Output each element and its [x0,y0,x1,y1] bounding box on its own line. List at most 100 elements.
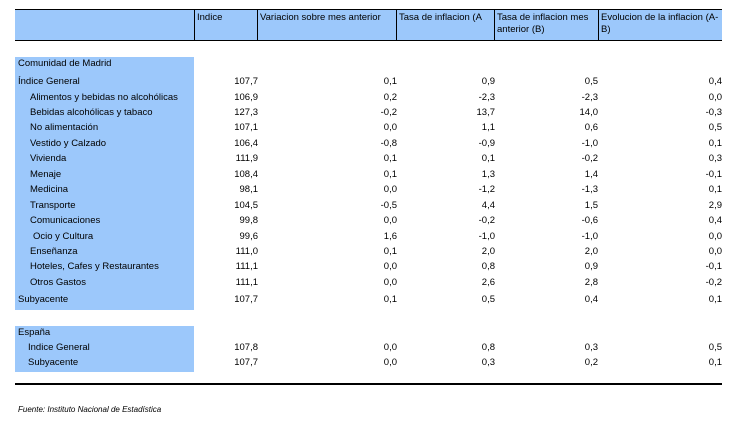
table-cell: 98,1 [239,184,259,196]
table-cell: 1,5 [584,199,598,211]
table-cell: 14,0 [579,106,599,118]
table-cell: 0,5 [708,122,722,134]
row-label: Hoteles, Cafes y Restaurantes [30,261,159,273]
column-header-evolucion: Evolucion de la inflacion (A-B) [601,12,719,35]
source-footnote: Fuente: Instituto Nacional de Estadístic… [18,405,162,414]
table-cell: 104,5 [234,199,258,211]
table-cell: 0,6 [584,122,598,134]
table-cell: 99,8 [239,215,259,226]
header-divider [598,10,599,40]
row-label: Ocio y Cultura [33,230,94,242]
row-label: Subyacente [28,357,79,369]
table-cell: 0,5 [708,342,722,353]
label-column-background-madrid [15,57,194,310]
table-bottom-border [15,383,722,385]
table-cell: 0,3 [708,153,722,165]
section-title: España [18,327,51,338]
table-cell: 2,8 [584,276,598,288]
table-cell: -0,5 [380,199,397,211]
row-label: Bebidas alcohólicas y tabaco [30,106,153,118]
table-cell: -0,9 [478,137,495,149]
table-cell: 0,2 [584,357,598,369]
table-cell: 0,3 [584,342,598,353]
table-cell: 107,7 [234,294,258,306]
table-cell: -1,0 [581,137,598,149]
table-cell: -2,3 [478,91,495,103]
table-cell: -1,3 [581,184,598,196]
table-cell: 1,6 [383,230,397,242]
header-divider [257,10,258,40]
header-bottom-border [15,40,722,41]
table-cell: -0,3 [705,106,722,118]
label-column-background-espana [15,326,194,372]
table-cell: 0,4 [708,76,722,87]
table-cell: 107,7 [234,76,258,87]
table-cell: 0,2 [383,91,397,103]
section-title: Comunidad de Madrid [18,58,112,69]
table-cell: -0,2 [478,215,495,226]
table-cell: -0,2 [380,106,397,118]
table-cell: 0,1 [708,184,722,196]
table-cell: 0,9 [584,261,598,273]
table-cell: -0,1 [705,261,722,273]
table-cell: 0,1 [383,153,397,165]
table-cell: 0,0 [383,184,397,196]
table-cell: 2,0 [584,245,598,257]
table-cell: 111,1 [235,261,258,273]
table-cell: -0,2 [705,276,722,288]
row-label: Medicina [30,184,69,196]
row-label: Otros Gastos [30,276,86,288]
table-cell: -2,3 [581,91,598,103]
table-cell: 0,0 [383,122,397,134]
row-label: Subyacente [18,294,69,306]
table-cell: 0,0 [708,230,722,242]
table-cell: 0,1 [383,294,397,306]
table-cell: 127,3 [234,106,258,118]
table-cell: 99,6 [239,230,259,242]
table-cell: 0,8 [481,342,495,353]
table-cell: 0,0 [383,276,397,288]
table-cell: 0,5 [481,294,495,306]
table-cell: 0,4 [584,294,598,306]
table-cell: 0,9 [481,76,495,87]
row-label: Índice General [18,76,80,87]
table-cell: -1,0 [478,230,495,242]
table-cell: 0,1 [708,137,722,149]
column-header-variacion: Variacion sobre mes anterior [260,12,381,23]
table-cell: 111,0 [235,245,258,257]
row-label: Comunicaciones [30,215,101,226]
header-divider [494,10,495,40]
table-cell: -0,2 [581,153,598,165]
table-cell: 111,1 [235,276,258,288]
row-label: Indice General [28,342,90,353]
header-top-border [15,9,722,10]
header-divider [396,10,397,40]
table-cell: 2,9 [708,199,722,211]
table-cell: 107,7 [234,357,258,369]
table-cell: 0,0 [383,342,397,353]
row-label: Alimentos y bebidas no alcohólicas [30,91,178,103]
row-label: Transporte [30,199,76,211]
header-background [15,10,722,40]
table-cell: 0,1 [383,245,397,257]
table-cell: 2,0 [481,245,495,257]
row-label: Menaje [30,168,62,180]
header-divider [194,10,195,40]
column-header-indice: Indice [197,12,223,23]
table-cell: 0,0 [383,215,397,226]
table-cell: 0,0 [708,91,722,103]
table-cell: 107,8 [234,342,258,353]
table-cell: 107,1 [234,122,258,134]
table-cell: -1,2 [478,184,495,196]
table-cell: 106,9 [234,91,258,103]
table-cell: 0,5 [584,76,598,87]
table-cell: 0,0 [708,245,722,257]
table-cell: -1,0 [581,230,598,242]
table-cell: 0,1 [708,357,722,369]
table-cell: 0,1 [383,168,397,180]
table-cell: 111,9 [235,153,258,165]
table-cell: 0,1 [481,153,495,165]
row-label: No alimentación [30,122,99,134]
row-label: Vestido y Calzado [30,137,107,149]
